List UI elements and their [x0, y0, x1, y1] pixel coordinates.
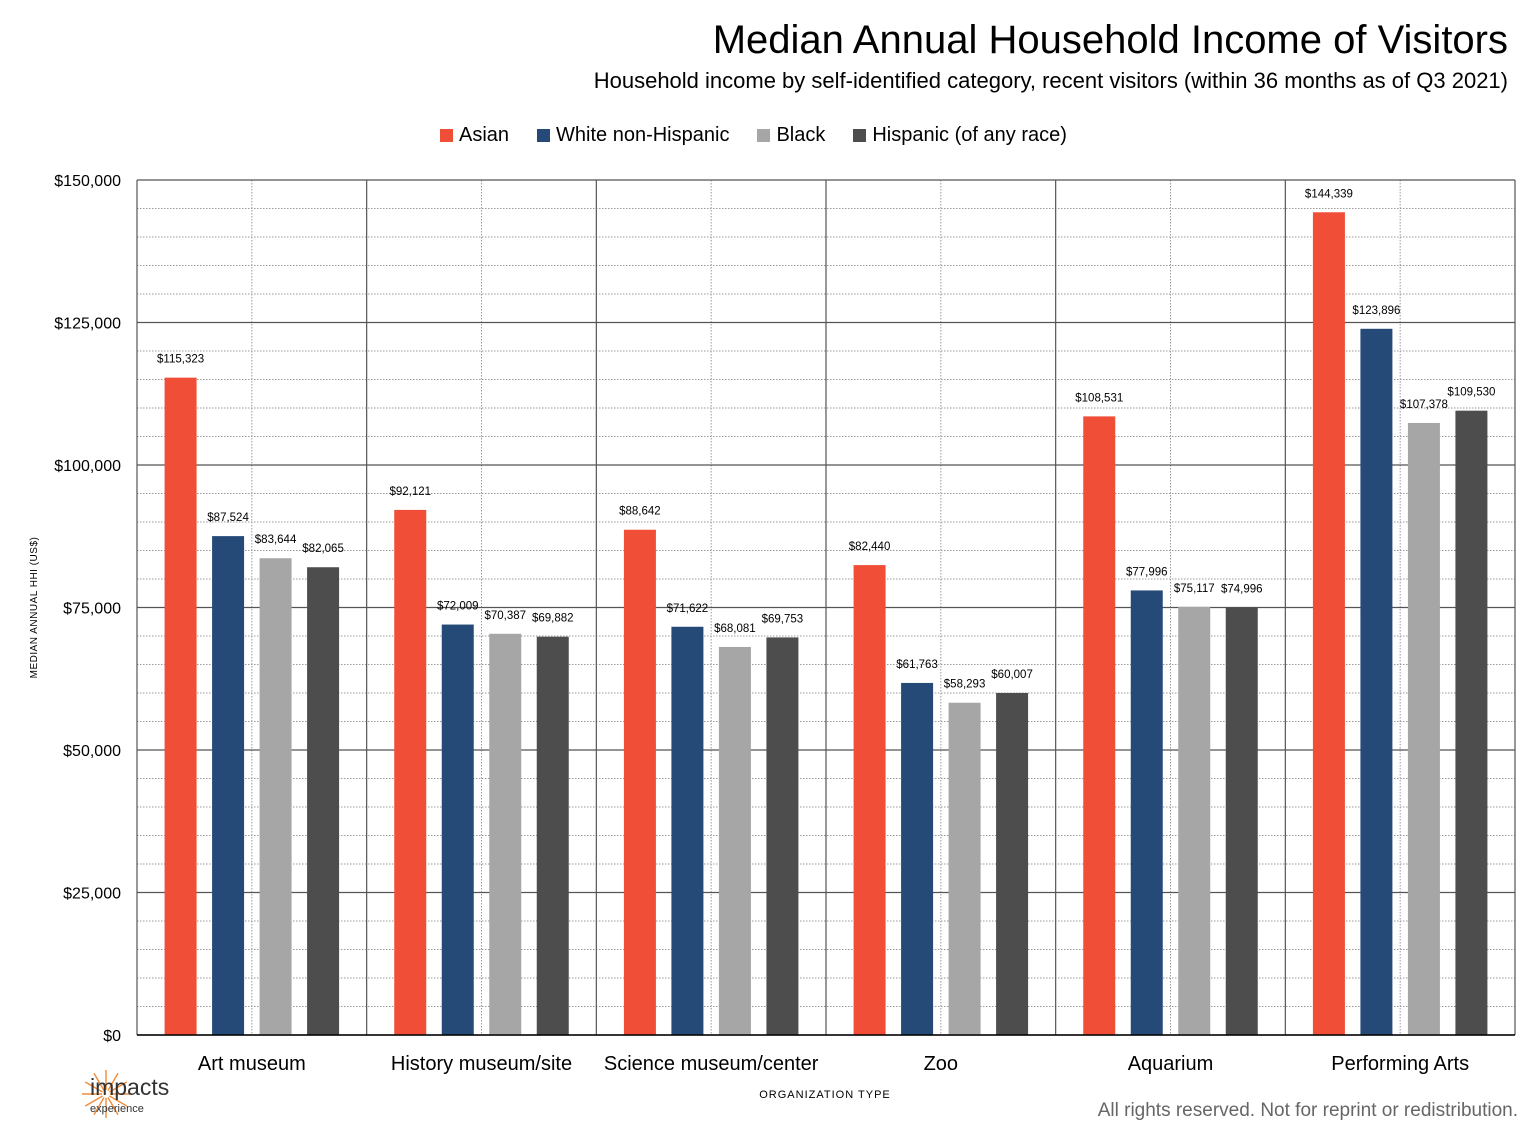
legend-swatch-asian — [440, 129, 453, 142]
legend-swatch-hispanic — [853, 129, 867, 142]
chart-subtitle: Household income by self-identified cate… — [593, 68, 1508, 93]
bar-chart: $115,323 $92,121 $88,642 $82,440 $108,531 $14… — [29, 173, 1516, 1100]
y-tick-label: $150,000 — [54, 173, 121, 190]
data-label: $108,531 — [1075, 392, 1123, 404]
y-tick-label: $25,000 — [63, 886, 121, 903]
bar — [394, 509, 427, 1036]
legend-item-hispanic: Hispanic (of any race) — [853, 124, 1067, 147]
bars-layer — [164, 212, 1488, 1036]
labels-layer: $115,323 $92,121 $88,642 $82,440 $108,531 $14… — [157, 188, 1495, 690]
y-tick-label: $0 — [103, 1028, 121, 1045]
legend-label-asian: Asian — [459, 124, 510, 146]
data-label: $70,387 — [484, 610, 526, 622]
legend-label-hispanic: Hispanic (of any race) — [872, 124, 1067, 146]
bar — [441, 624, 474, 1035]
data-label: $69,882 — [532, 613, 574, 625]
data-label: $74,996 — [1221, 584, 1263, 596]
data-label: $61,763 — [896, 659, 938, 671]
bar — [1455, 410, 1488, 1036]
data-label: $109,530 — [1447, 387, 1495, 399]
data-label: $115,323 — [157, 354, 204, 366]
legend-label-black: Black — [776, 124, 826, 146]
bar — [1407, 422, 1440, 1035]
x-tick-label: Aquarium — [1128, 1053, 1214, 1075]
bar — [259, 558, 292, 1035]
legend-item-asian: Asian — [440, 124, 509, 147]
bar — [1312, 212, 1345, 1035]
data-label: $82,440 — [849, 541, 891, 553]
data-label: $87,524 — [207, 512, 249, 524]
data-label: $72,009 — [437, 601, 479, 613]
legend-swatch-black — [757, 129, 771, 142]
data-label: $92,121 — [389, 486, 431, 498]
data-label: $68,081 — [714, 623, 756, 635]
y-tick-label: $75,000 — [63, 601, 121, 618]
bar — [853, 565, 886, 1035]
grid-layer — [136, 179, 1516, 1036]
bar — [718, 646, 751, 1035]
x-tick-label: Science museum/center — [604, 1053, 819, 1075]
data-label: $82,065 — [302, 543, 344, 555]
data-label: $83,644 — [255, 534, 297, 546]
bar — [164, 377, 197, 1035]
y-axis-title: MEDIAN ANNUAL HHI (US$) — [29, 537, 40, 679]
x-tick-label: Art museum — [198, 1053, 306, 1075]
logo-ray — [107, 1072, 119, 1091]
logo-ray — [109, 1095, 128, 1107]
data-label: $88,642 — [619, 506, 661, 518]
bar — [307, 567, 340, 1035]
legend-item-white: White non-Hispanic — [537, 124, 729, 147]
data-label: $123,896 — [1352, 305, 1400, 317]
y-tick-label: $50,000 — [63, 743, 121, 760]
axis-layer: $0 $25,000 $50,000 $75,000 $100,000 $125,000 $… — [29, 173, 1515, 1100]
bar — [948, 702, 981, 1035]
bar — [1360, 328, 1393, 1035]
bar — [536, 636, 569, 1035]
data-label: $69,753 — [762, 613, 804, 625]
bar — [1083, 416, 1116, 1035]
logo-ray — [93, 1072, 105, 1091]
x-tick-label: History museum/site — [391, 1053, 572, 1075]
data-label: $107,378 — [1400, 399, 1448, 411]
logo-word: impacts — [90, 1074, 170, 1100]
bar — [671, 626, 704, 1035]
logo-ray — [84, 1081, 103, 1093]
chart-title: Median Annual Household Income of Visito… — [712, 18, 1508, 62]
bar — [1130, 590, 1163, 1035]
bar — [1178, 606, 1211, 1035]
bar — [1225, 607, 1258, 1035]
legend-item-black: Black — [757, 124, 825, 147]
data-label: $77,996 — [1126, 566, 1168, 578]
bar — [212, 536, 245, 1035]
x-tick-label: Performing Arts — [1331, 1053, 1469, 1075]
data-label: $144,339 — [1305, 188, 1353, 200]
logo-ray — [109, 1081, 128, 1093]
y-tick-label: $125,000 — [54, 316, 121, 333]
copyright-note: All rights reserved. Not for reprint or … — [1097, 1100, 1518, 1121]
x-tick-label: Zoo — [924, 1053, 958, 1075]
logo-ray — [84, 1095, 103, 1107]
bar — [996, 692, 1029, 1035]
data-label: $58,293 — [944, 679, 986, 691]
bar — [489, 633, 522, 1035]
logo-subword: experience — [90, 1103, 144, 1115]
logo-ray — [93, 1097, 105, 1116]
y-tick-label: $100,000 — [54, 458, 121, 475]
logo-ray — [107, 1097, 119, 1116]
data-label: $75,117 — [1174, 583, 1215, 595]
legend-swatch-white — [537, 129, 551, 142]
x-axis-title: ORGANIZATION TYPE — [759, 1089, 891, 1100]
data-label: $60,007 — [991, 669, 1033, 681]
bar — [623, 529, 656, 1035]
bar — [766, 637, 799, 1035]
legend: Asian White non-Hispanic Black Hispanic … — [440, 124, 1067, 147]
data-label: $71,622 — [667, 603, 709, 615]
impacts-logo-icon — [82, 1070, 130, 1118]
bar — [901, 682, 934, 1035]
legend-label-white: White non-Hispanic — [556, 124, 730, 146]
